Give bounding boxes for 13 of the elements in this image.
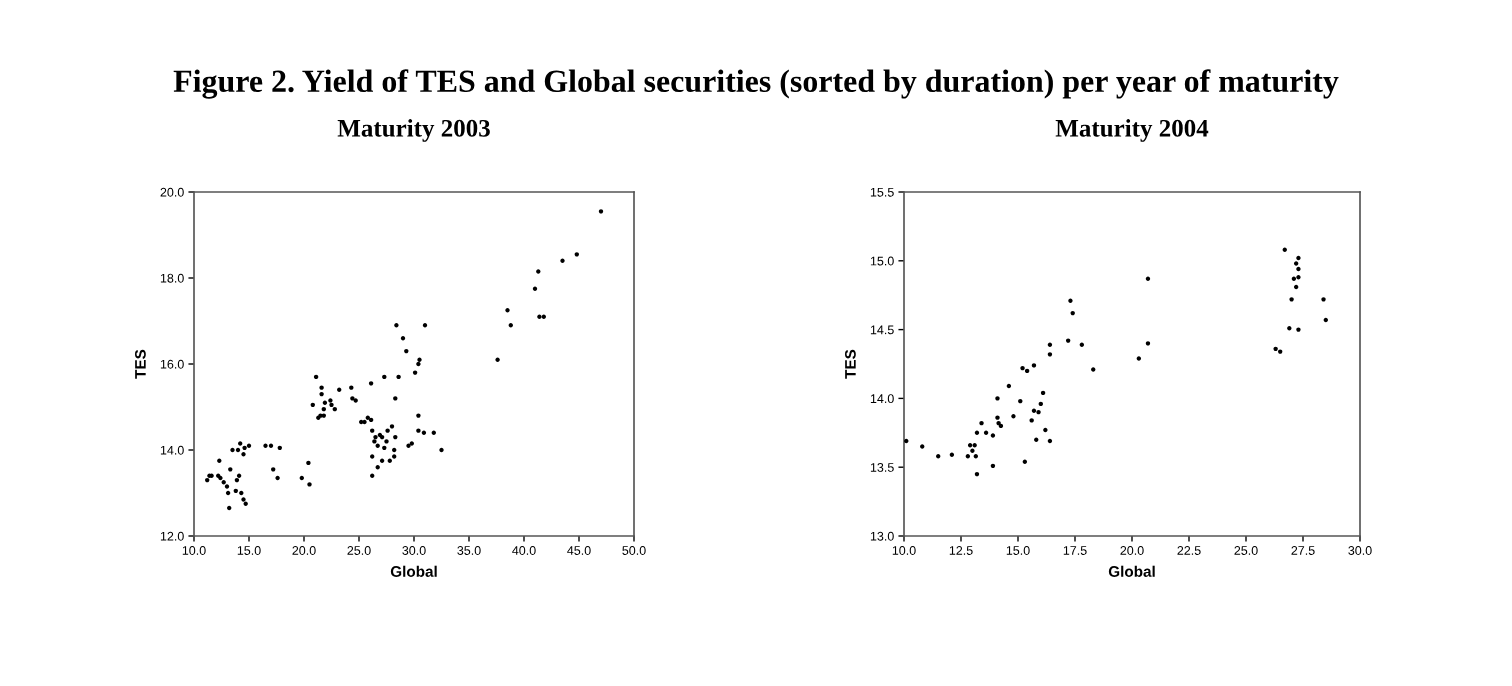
point [1024, 368, 1030, 374]
text: Figure 2. Yield of TES and Global securities (sorted by duration) per year of maturity [173, 69, 1339, 99]
point [1047, 438, 1053, 444]
point [1293, 284, 1299, 290]
point [1006, 383, 1012, 389]
chart-title: Maturity 2004 [1055, 119, 1209, 142]
point [967, 442, 973, 448]
point [998, 423, 1004, 429]
point [949, 452, 955, 458]
point [1040, 390, 1046, 396]
point [974, 471, 980, 477]
chart-subtitle: Maturity 2003 [337, 119, 490, 142]
point [990, 463, 996, 469]
